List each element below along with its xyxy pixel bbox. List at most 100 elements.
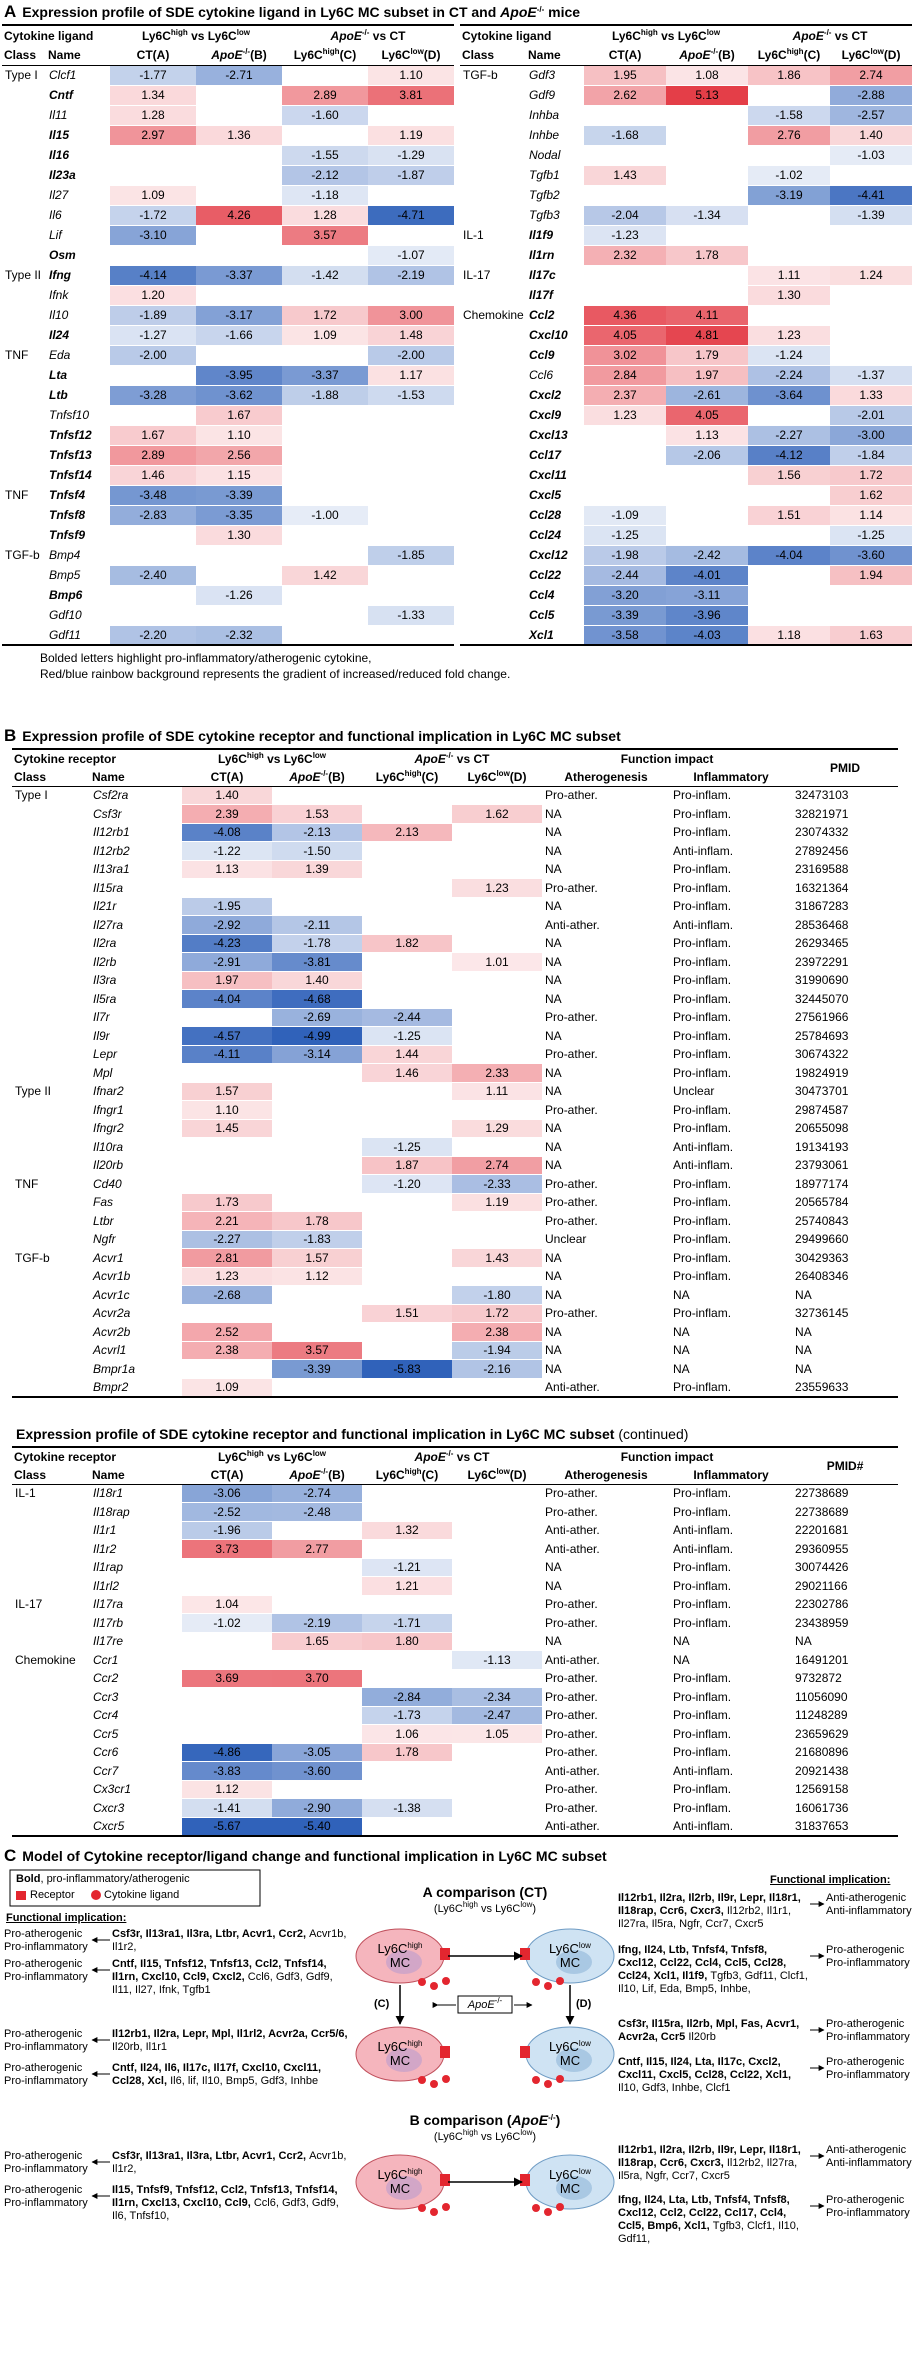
table-row: Il23a -2.12 -1.87: [2, 165, 455, 186]
info-cell: 23074332: [792, 823, 899, 842]
value-cell: [362, 1669, 452, 1688]
info-cell: 22738689: [792, 1502, 899, 1522]
value-cell: 4.11: [666, 304, 749, 326]
name-cell: Lta: [46, 365, 110, 386]
table-row: Xcl1 -3.58 -4.03 1.18 1.63: [460, 625, 913, 646]
receptor-icon: [520, 2046, 530, 2058]
info-cell: NA: [542, 1063, 671, 1083]
value-cell: [272, 1322, 362, 1342]
value-cell: 1.53: [272, 804, 362, 824]
text-part: Cytokine receptor: [14, 751, 117, 766]
table-row: Ccl28 -1.09 1.51 1.14: [460, 505, 913, 526]
value-cell: -2.33: [452, 1174, 543, 1194]
info-cell: Pro-inflam.: [670, 1613, 793, 1633]
implication-line: Pro-inflammatory: [826, 2069, 910, 2081]
tables-row: Cytokine ligand Ly6Chigh vs Ly6Clow ApoE-/…: [0, 24, 914, 646]
info-cell: NA: [542, 934, 671, 953]
class-cell: [12, 804, 90, 824]
info-cell: 26408346: [792, 1267, 899, 1286]
info-cell: NA: [670, 1359, 793, 1379]
info-cell: NA: [792, 1359, 899, 1379]
value-cell: [182, 1359, 272, 1379]
value-cell: [452, 1539, 543, 1559]
table-row: Type I Clcf1 -1.77 -2.71 1.10: [2, 64, 455, 86]
column-header: Ly6Clow(D): [830, 45, 913, 66]
text-part: vs CT: [453, 751, 490, 766]
value-cell: -1.25: [584, 525, 667, 546]
info-cell: Pro-inflam.: [670, 1267, 793, 1286]
class-cell: [12, 897, 90, 916]
value-cell: [182, 1650, 272, 1670]
value-cell: [748, 485, 831, 506]
text-part: ): [532, 2131, 537, 2143]
text-part: -/-: [823, 27, 832, 37]
class-cell: [12, 989, 90, 1009]
info-cell: Pro-inflam.: [670, 1230, 793, 1249]
text-part: Il6, lif, Il10, Bmp5, Gdf3, Inhbe: [170, 2075, 319, 2087]
value-cell: [584, 445, 667, 466]
info-cell: Pro-inflam.: [670, 1780, 793, 1799]
value-cell: 1.48: [368, 325, 455, 346]
info-cell: 31990690: [792, 971, 899, 990]
value-cell: [368, 465, 455, 486]
class-cell: TGF-b: [460, 64, 527, 86]
info-cell: Pro-ather.: [542, 1706, 671, 1725]
info-cell: Anti-inflam.: [670, 1817, 793, 1837]
value-cell: -3.06: [182, 1483, 272, 1503]
implication-line: Pro-inflammatory: [826, 2031, 910, 2043]
value-cell: [272, 1156, 362, 1175]
value-cell: [282, 344, 368, 366]
info-cell: 16061736: [792, 1798, 899, 1818]
info-cell: Anti-inflam.: [670, 1539, 793, 1559]
value-cell: 1.72: [452, 1304, 543, 1323]
value-cell: -2.16: [452, 1359, 543, 1379]
class-cell: [2, 585, 46, 606]
table-wrap: Cytokine receptor Ly6Chigh vs Ly6Clow ApoE…: [0, 1446, 914, 1837]
value-cell: -1.34: [666, 205, 749, 226]
info-cell: Pro-inflam.: [670, 1304, 793, 1323]
table-row: Bmp5 -2.40 1.42: [2, 565, 455, 586]
legend-ligand-icon: [91, 1890, 101, 1900]
value-cell: -3.17: [196, 305, 282, 326]
class-cell: [12, 1378, 90, 1398]
value-cell: -2.68: [182, 1285, 272, 1305]
table-row: Ifnk 1.20: [2, 285, 455, 306]
value-cell: -2.24: [748, 365, 831, 386]
name-cell: Fas: [90, 1193, 182, 1212]
text-part: -/-: [445, 750, 454, 760]
table-row: Osm -1.07: [2, 245, 455, 266]
text-part: Name: [528, 47, 561, 62]
info-cell: 23972291: [792, 952, 899, 972]
text-part: Expression profile of SDE cytokine recep…: [16, 1426, 615, 1442]
name-cell: Ltb: [46, 385, 110, 406]
value-cell: 1.63: [830, 625, 913, 646]
value-cell: 1.86: [748, 64, 831, 86]
ligand-icon: [442, 2203, 450, 2211]
info-cell: NA: [542, 1026, 671, 1046]
name-cell: Bmp6: [46, 585, 110, 606]
value-cell: [282, 64, 368, 86]
table-row: Il16 -1.55 -1.29: [2, 145, 455, 166]
table-row: Gdf10 -1.33: [2, 605, 455, 626]
column-header: Ly6Chigh(C): [362, 767, 452, 787]
table-row: Tnfsf10 1.67: [2, 405, 455, 426]
value-cell: -1.95: [182, 897, 272, 916]
text-part: Class: [14, 1467, 47, 1482]
class-cell: [12, 1359, 90, 1379]
value-cell: -2.13: [272, 823, 362, 842]
text-part: Name: [48, 47, 81, 62]
group-header: ApoE-/- vs CT: [748, 24, 913, 45]
table-row: Il12rb2 -1.22 -1.50 NA Anti-inflam. 27892456: [12, 841, 899, 861]
value-cell: [452, 841, 543, 861]
value-cell: -1.24: [748, 345, 831, 366]
text-part: high: [640, 27, 658, 37]
name-cell: Cd40: [90, 1174, 182, 1194]
text-part: Tgfb3, Clcf1, Il10, Gdf11,: [618, 2220, 799, 2245]
column-header: CT(A): [182, 1465, 272, 1485]
value-cell: -1.38: [362, 1798, 452, 1818]
value-cell: [748, 525, 831, 546]
info-cell: Pro-ather.: [542, 1304, 671, 1323]
class-cell: [12, 1341, 90, 1360]
value-cell: -1.66: [196, 325, 282, 346]
text-part: -/-: [710, 46, 719, 56]
